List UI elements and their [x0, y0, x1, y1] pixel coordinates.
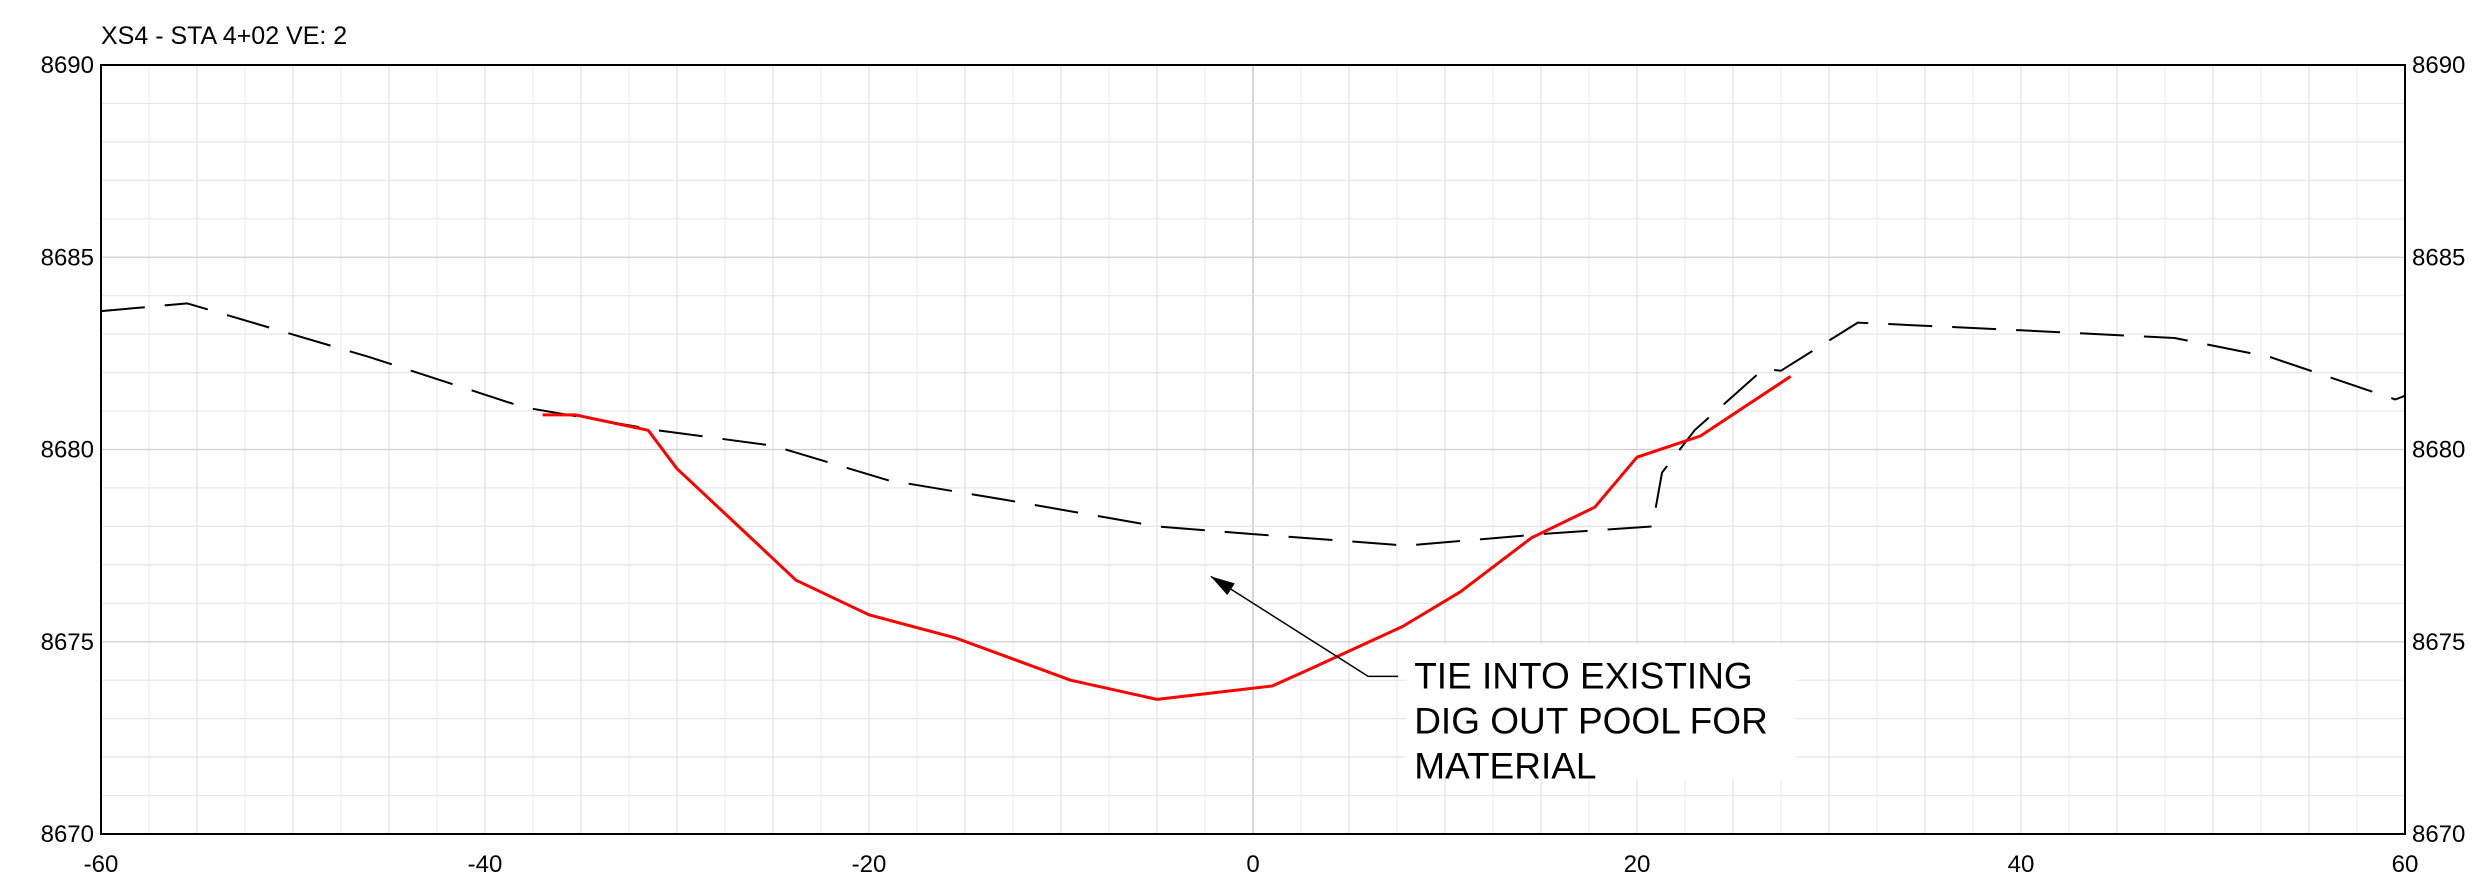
y-tick-label-left: 8680 — [41, 437, 94, 464]
proposed-grade-line — [542, 375, 1792, 701]
y-tick-label-right: 8670 — [2412, 821, 2465, 848]
y-tick-label-left: 8690 — [41, 52, 94, 79]
y-axis-left: 8670 8675 8680 8685 8690 — [41, 52, 94, 848]
arrow-head — [1210, 576, 1235, 596]
y-tick-label-right: 8690 — [2412, 52, 2465, 79]
x-tick-label: 20 — [1624, 851, 1651, 878]
y-tick-label-left: 8685 — [41, 244, 94, 271]
y-tick-label-left: 8670 — [41, 821, 94, 848]
x-tick-label: -20 — [852, 851, 887, 878]
annotation-text: MATERIAL — [1414, 745, 1596, 786]
y-tick-label-right: 8680 — [2412, 437, 2465, 464]
y-tick-label-left: 8675 — [41, 629, 94, 656]
y-axis-right: 8670 8675 8680 8685 8690 — [2412, 52, 2465, 848]
annotation-text: TIE INTO EXISTING — [1414, 655, 1753, 696]
chart-title: XS4 - STA 4+02 VE: 2 — [101, 22, 347, 50]
leader-line — [1210, 575, 1369, 677]
annotation-text: DIG OUT POOL FOR — [1414, 700, 1768, 741]
x-tick-label: 60 — [2392, 851, 2419, 878]
chart-series — [100, 302, 2406, 701]
plot-frame — [100, 64, 2406, 835]
x-tick-label: 0 — [1246, 851, 1259, 878]
annotation-box — [1406, 644, 1797, 780]
x-tick-label: -60 — [84, 851, 119, 878]
x-tick-label: 40 — [2008, 851, 2035, 878]
x-axis: -60 -40 -20 0 20 40 60 — [84, 851, 2419, 878]
chart-grid — [100, 64, 2406, 835]
y-tick-label-right: 8685 — [2412, 244, 2465, 271]
y-tick-label-right: 8675 — [2412, 629, 2465, 656]
x-tick-label: -40 — [468, 851, 503, 878]
